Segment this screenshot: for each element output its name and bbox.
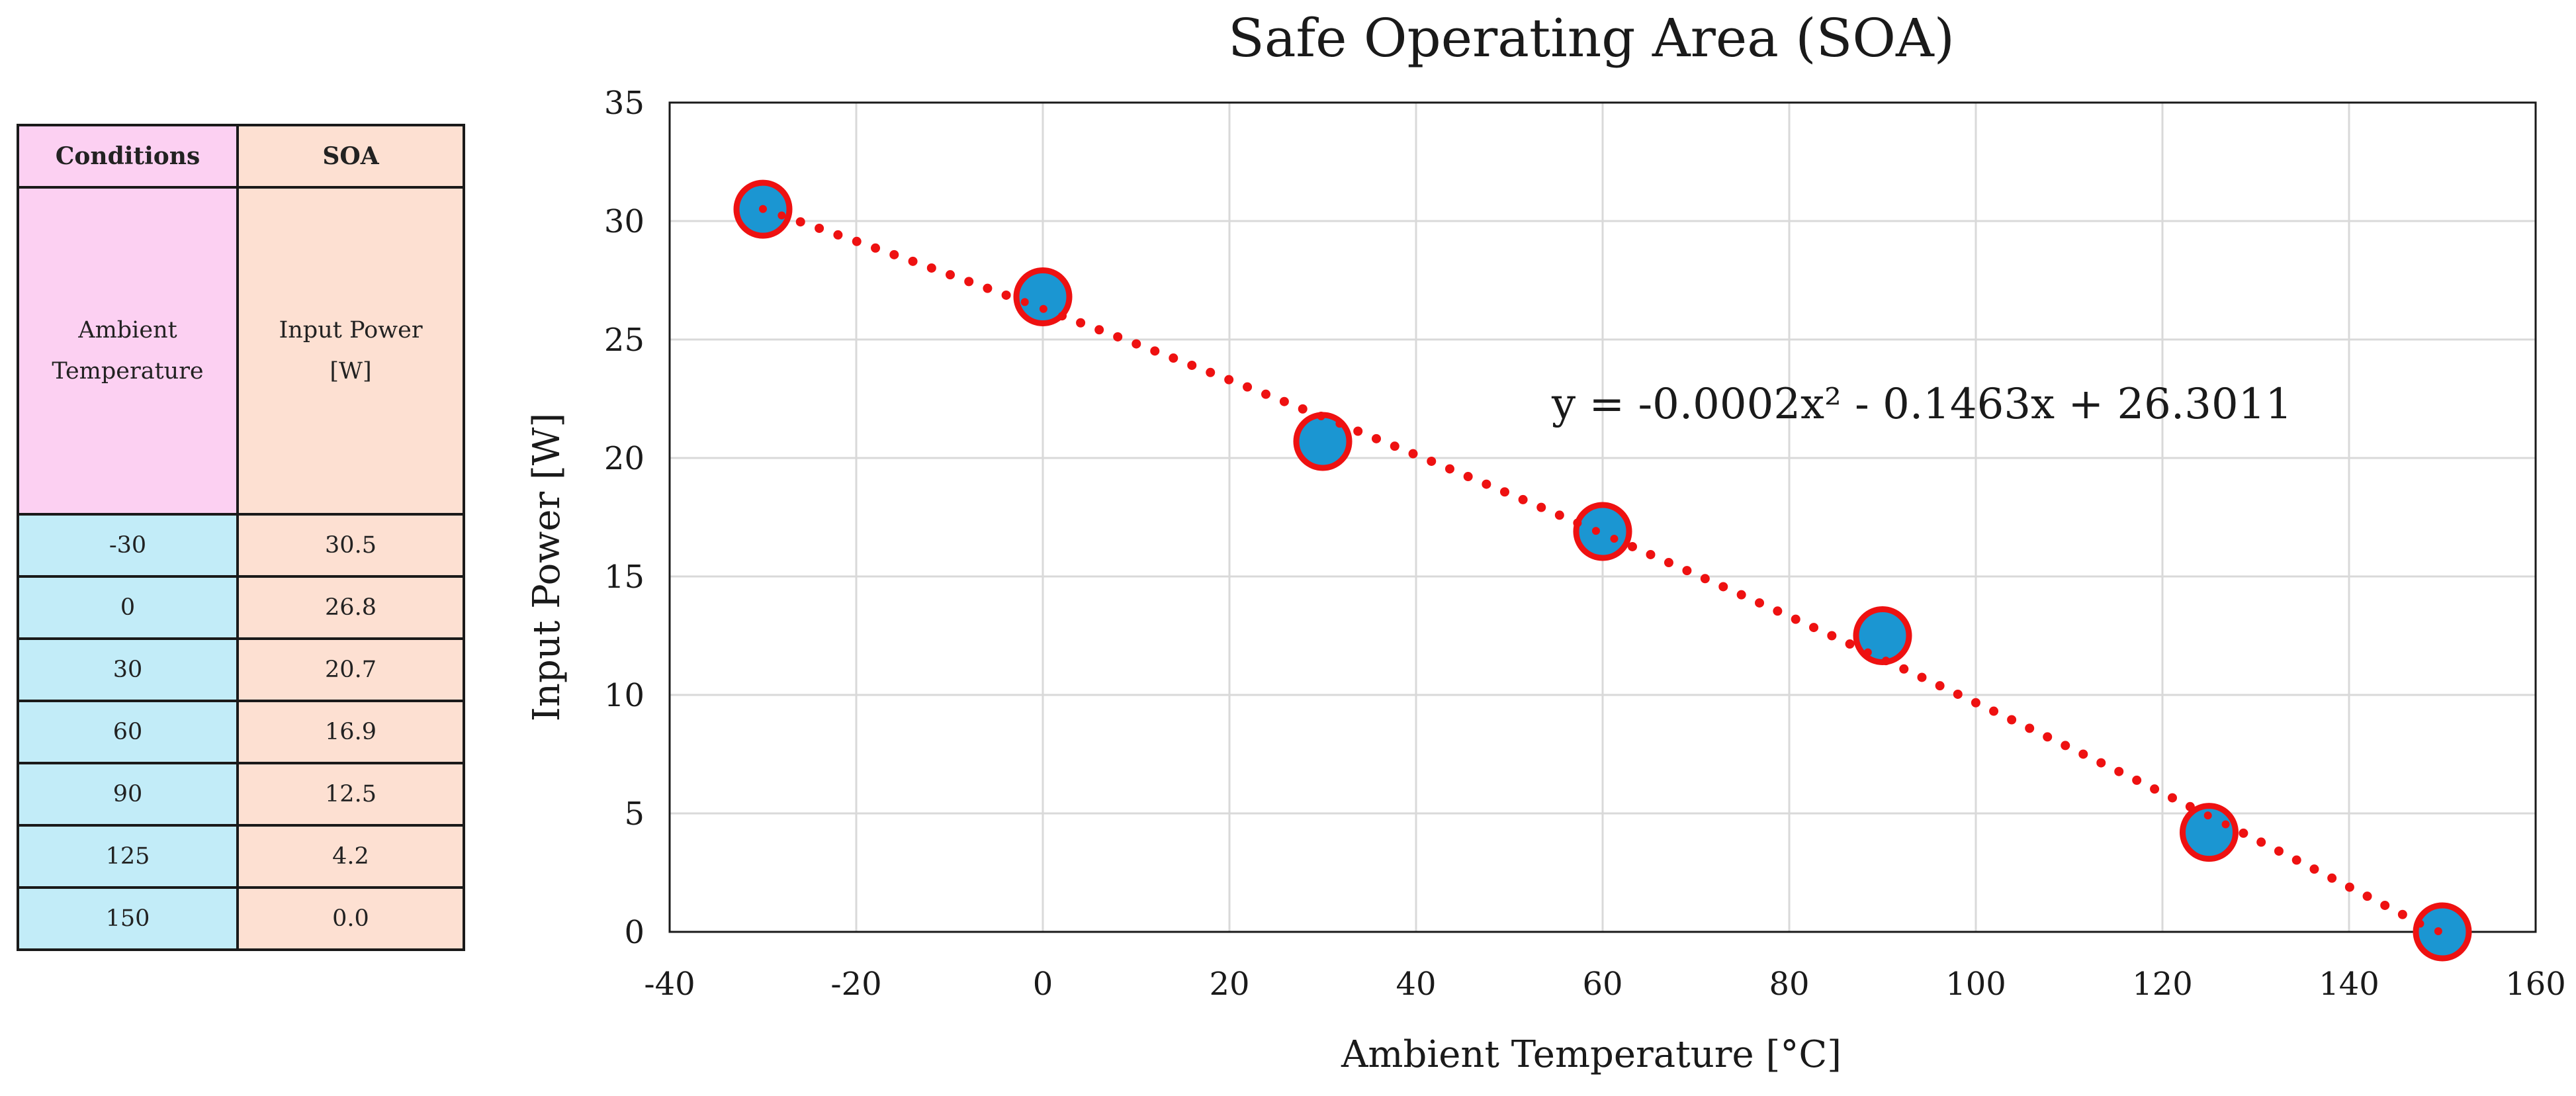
table-header-row: Conditions SOA — [17, 124, 465, 189]
cell-temperature: 0 — [17, 575, 239, 640]
x-tick-label: 160 — [2505, 966, 2566, 1003]
chart-title: Safe Operating Area (SOA) — [1228, 7, 1955, 69]
y-tick-label: 0 — [624, 914, 644, 951]
table-row: 90 12.5 — [17, 762, 465, 827]
x-tick-label: 0 — [1033, 966, 1053, 1003]
plot-area — [668, 101, 2537, 933]
table-row: 0 26.8 — [17, 575, 465, 640]
subheader-conditions-cell: Ambient Temperature — [17, 186, 239, 516]
table-row: 60 16.9 — [17, 700, 465, 764]
trendline-overlay — [759, 205, 2446, 936]
header-conditions: Conditions — [17, 124, 239, 189]
x-tick-label: 40 — [1396, 966, 1436, 1003]
cell-temperature: 30 — [17, 637, 239, 702]
x-tick-label: 60 — [1582, 966, 1622, 1003]
cell-power: 20.7 — [236, 637, 465, 702]
y-tick-label: 5 — [624, 796, 644, 833]
cell-power: 0.0 — [236, 886, 465, 951]
x-tick-label: -40 — [644, 966, 695, 1003]
y-tick-label: 10 — [604, 677, 644, 714]
y-tick-label: 15 — [604, 559, 644, 596]
cell-temperature: 125 — [17, 824, 239, 889]
x-tick-label: 80 — [1769, 966, 1809, 1003]
cell-power: 12.5 — [236, 762, 465, 827]
x-tick-label: 140 — [2319, 966, 2379, 1003]
soa-table-container: Conditions SOA Ambient Temperature Input… — [17, 124, 465, 951]
cell-power: 30.5 — [236, 513, 465, 578]
x-tick-label: 100 — [1945, 966, 2006, 1003]
x-tick-label: -20 — [830, 966, 881, 1003]
header-soa: SOA — [236, 124, 465, 189]
data-points — [733, 179, 2472, 962]
cell-temperature: 60 — [17, 700, 239, 764]
subheader-ambient-temperature: Ambient Temperature — [52, 317, 204, 385]
y-axis-label: Input Power [W] — [525, 413, 568, 721]
table-subheader-row: Ambient Temperature Input Power [W] — [17, 186, 465, 516]
subheader-soa-cell: Input Power [W] — [236, 186, 465, 516]
y-tick-label: 25 — [604, 322, 644, 359]
x-tick-label: 120 — [2132, 966, 2193, 1003]
cell-temperature: -30 — [17, 513, 239, 578]
x-tick-label: 20 — [1209, 966, 1249, 1003]
data-point — [1573, 502, 1632, 561]
y-axis-ticks: 0 5 10 15 20 25 30 35 — [604, 85, 644, 951]
data-point — [2413, 902, 2472, 962]
y-tick-label: 20 — [604, 440, 644, 477]
soa-table: Conditions SOA Ambient Temperature Input… — [17, 124, 465, 951]
data-point — [1853, 606, 1912, 665]
y-tick-label: 35 — [604, 85, 644, 122]
table-row: 30 20.7 — [17, 637, 465, 702]
x-axis-ticks: -40 -20 0 20 40 60 80 100 120 140 160 — [644, 966, 2565, 1003]
y-tick-label: 30 — [604, 203, 644, 240]
subheader-input-power: Input Power [W] — [279, 317, 423, 385]
cell-power: 4.2 — [236, 824, 465, 889]
data-point — [2180, 803, 2239, 862]
table-row: -30 30.5 — [17, 513, 465, 578]
table-row: 125 4.2 — [17, 824, 465, 889]
cell-power: 26.8 — [236, 575, 465, 640]
table-row: 150 0.0 — [17, 886, 465, 951]
cell-power: 16.9 — [236, 700, 465, 764]
cell-temperature: 150 — [17, 886, 239, 951]
trendline-equation: y = -0.0002x² - 0.1463x + 26.3011 — [1551, 380, 2292, 429]
data-point — [1013, 267, 1073, 327]
x-axis-label: Ambient Temperature [°C] — [1341, 1033, 1842, 1076]
cell-temperature: 90 — [17, 762, 239, 827]
